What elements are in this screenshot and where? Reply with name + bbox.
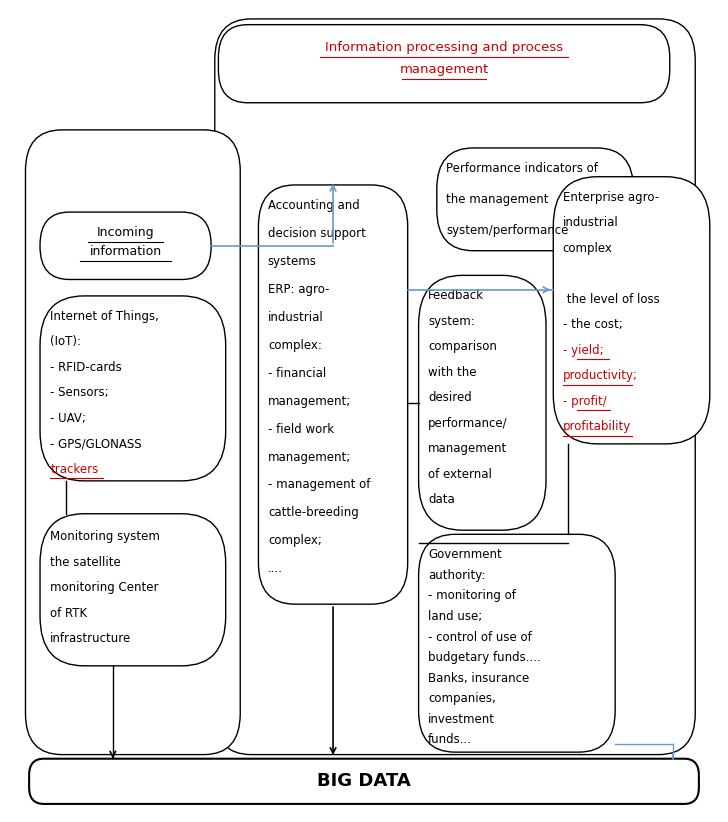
Text: industrial: industrial [563, 216, 619, 229]
FancyBboxPatch shape [25, 130, 240, 755]
Text: (IoT):: (IoT): [50, 335, 82, 349]
Text: Internet of Things,: Internet of Things, [50, 310, 159, 323]
Text: Feedback: Feedback [428, 289, 484, 302]
Text: authority:: authority: [428, 569, 486, 582]
Text: Performance indicators of: Performance indicators of [446, 162, 598, 175]
FancyBboxPatch shape [419, 275, 546, 530]
Text: Government: Government [428, 548, 502, 561]
FancyBboxPatch shape [40, 514, 226, 666]
FancyBboxPatch shape [29, 759, 699, 804]
Text: desired: desired [428, 391, 472, 404]
Text: infrastructure: infrastructure [50, 632, 132, 645]
Text: data: data [428, 493, 455, 506]
Text: - the cost;: - the cost; [563, 318, 622, 331]
Text: management: management [428, 442, 507, 455]
Text: land use;: land use; [428, 610, 483, 623]
FancyBboxPatch shape [218, 25, 670, 103]
Text: Banks, insurance: Banks, insurance [428, 672, 529, 685]
Text: trackers: trackers [50, 463, 98, 476]
Text: investment: investment [428, 713, 495, 726]
Text: performance/: performance/ [428, 417, 507, 430]
Text: management;: management; [268, 450, 351, 464]
Text: the management: the management [446, 193, 549, 206]
FancyBboxPatch shape [437, 148, 633, 251]
Text: productivity;: productivity; [563, 369, 638, 382]
Text: management: management [400, 63, 488, 76]
Text: - field work: - field work [268, 423, 334, 436]
Text: companies,: companies, [428, 692, 496, 705]
Text: funds...: funds... [428, 733, 472, 746]
Text: information: information [90, 245, 162, 258]
Text: management;: management; [268, 395, 351, 408]
FancyBboxPatch shape [215, 19, 695, 755]
Text: Accounting and: Accounting and [268, 199, 360, 212]
Text: - Sensors;: - Sensors; [50, 386, 109, 399]
Text: system/performance: system/performance [446, 224, 569, 238]
Text: Incoming: Incoming [97, 226, 154, 239]
FancyBboxPatch shape [258, 185, 408, 604]
Text: - GPS/GLONASS: - GPS/GLONASS [50, 437, 142, 450]
FancyBboxPatch shape [40, 296, 226, 481]
FancyBboxPatch shape [419, 534, 615, 752]
Text: of RTK: of RTK [50, 607, 87, 620]
Text: - RFID-cards: - RFID-cards [50, 361, 122, 374]
Text: with the: with the [428, 366, 477, 379]
Text: monitoring Center: monitoring Center [50, 581, 159, 594]
Text: - profit/: - profit/ [563, 395, 606, 408]
Text: of external: of external [428, 468, 492, 481]
Text: Monitoring system: Monitoring system [50, 530, 160, 543]
Text: - financial: - financial [268, 367, 326, 380]
Text: industrial: industrial [268, 311, 324, 324]
FancyBboxPatch shape [40, 212, 211, 279]
Text: Information processing and process: Information processing and process [325, 41, 563, 54]
Text: complex: complex [563, 242, 613, 255]
Text: system:: system: [428, 315, 475, 328]
Text: the satellite: the satellite [50, 556, 121, 569]
Text: ....: .... [268, 562, 283, 575]
Text: complex:: complex: [268, 339, 322, 352]
Text: BIG DATA: BIG DATA [317, 773, 411, 790]
Text: systems: systems [268, 255, 317, 268]
Text: - control of use of: - control of use of [428, 630, 532, 644]
Text: complex;: complex; [268, 534, 322, 547]
Text: - yield;: - yield; [563, 344, 604, 357]
Text: Enterprise agro-: Enterprise agro- [563, 191, 659, 204]
Text: - UAV;: - UAV; [50, 412, 86, 425]
Text: - management of: - management of [268, 478, 371, 492]
Text: decision support: decision support [268, 227, 365, 240]
Text: cattle-breeding: cattle-breeding [268, 506, 359, 520]
Text: comparison: comparison [428, 340, 497, 353]
Text: the level of loss: the level of loss [563, 293, 660, 306]
Text: ERP: agro-: ERP: agro- [268, 283, 329, 296]
Text: budgetary funds....: budgetary funds.... [428, 651, 541, 664]
Text: profitability: profitability [563, 420, 631, 433]
FancyBboxPatch shape [553, 177, 710, 444]
Text: - monitoring of: - monitoring of [428, 589, 516, 603]
